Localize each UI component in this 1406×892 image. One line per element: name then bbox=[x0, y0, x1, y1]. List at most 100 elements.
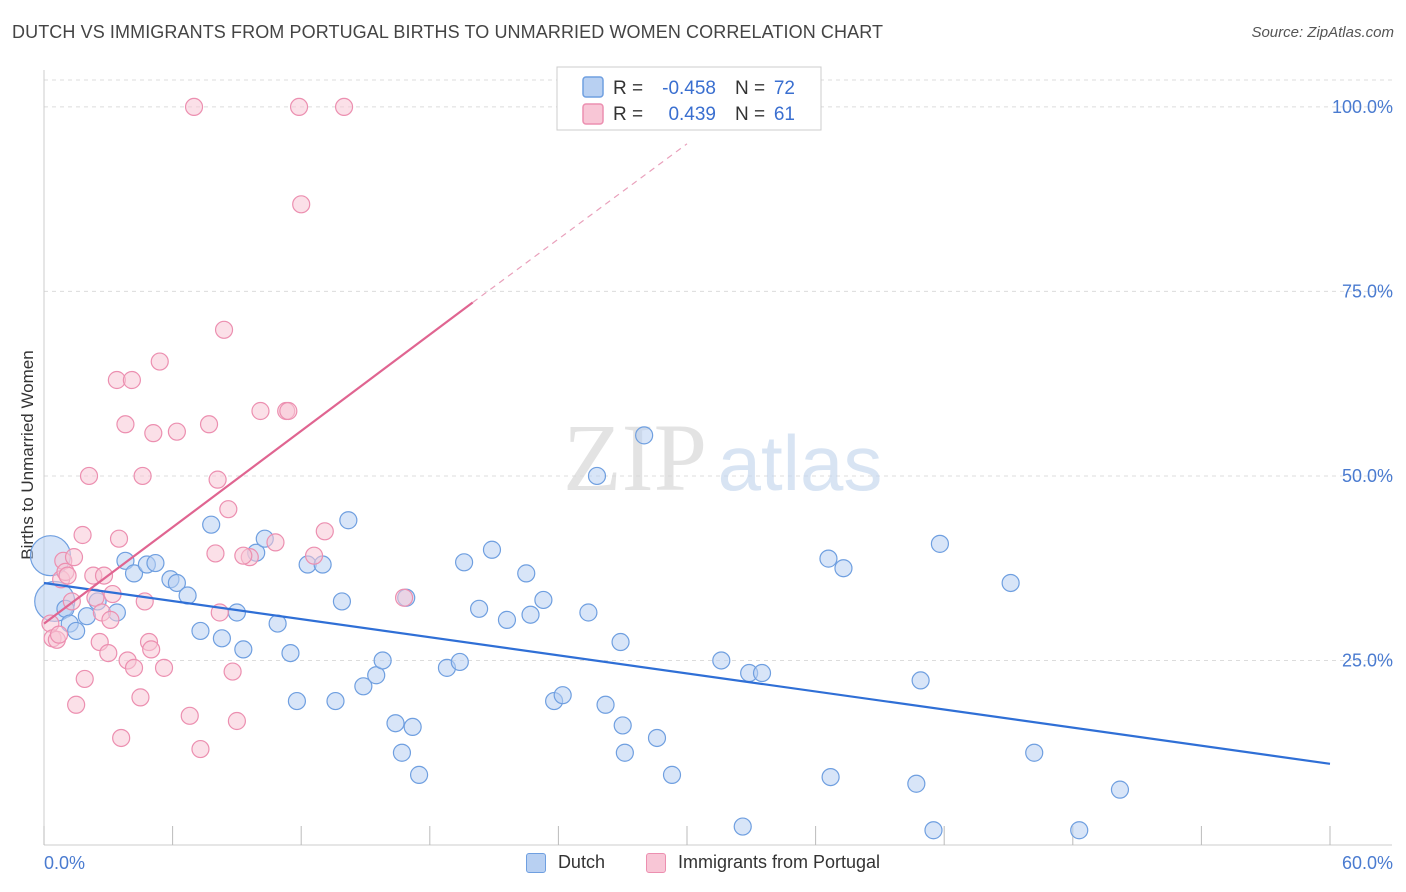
dutch-point bbox=[386, 714, 405, 733]
legend: R = -0.458 N = 72 R = 0.439 N = 61 bbox=[556, 66, 822, 131]
portugal-point bbox=[289, 97, 309, 117]
watermark-atlas: atlas bbox=[718, 419, 883, 507]
legend-r-label-dutch: R = bbox=[613, 78, 643, 99]
chart-source: Source: ZipAtlas.com bbox=[1251, 24, 1394, 41]
portugal-point bbox=[394, 588, 414, 607]
bottom-legend-dutch: Dutch bbox=[525, 852, 605, 873]
legend-n-value-portugal: 61 bbox=[774, 104, 795, 125]
legend-r-label-portugal: R = bbox=[613, 104, 643, 125]
dutch-point bbox=[819, 549, 838, 568]
portugal-point bbox=[73, 525, 92, 545]
gridlines bbox=[44, 79, 1392, 661]
dutch-point bbox=[534, 590, 553, 610]
dutch-point bbox=[77, 607, 96, 626]
portugal-point bbox=[214, 320, 234, 339]
dutch-point bbox=[373, 651, 392, 670]
dutch-point bbox=[339, 511, 358, 530]
portugal-point bbox=[180, 706, 199, 725]
data-points bbox=[29, 97, 1130, 840]
dutch-point bbox=[553, 686, 572, 705]
portugal-point bbox=[206, 544, 225, 563]
chart-title: DUTCH VS IMMIGRANTS FROM PORTUGAL BIRTHS… bbox=[12, 22, 884, 42]
portugal-trend-line bbox=[43, 301, 474, 625]
dutch-point bbox=[403, 717, 422, 737]
dutch-point bbox=[146, 553, 165, 573]
x-tick-label: 60.0% bbox=[1342, 853, 1393, 873]
portugal-point bbox=[334, 97, 354, 117]
dutch-point bbox=[124, 564, 144, 583]
legend-n-value-dutch: 72 bbox=[774, 78, 795, 99]
dutch-point bbox=[326, 691, 345, 711]
dutch-point bbox=[1070, 821, 1089, 840]
dutch-point bbox=[662, 765, 682, 784]
dutch-point bbox=[450, 652, 469, 672]
dutch-point bbox=[202, 515, 221, 534]
dutch-point bbox=[834, 559, 853, 578]
dutch-point bbox=[615, 743, 634, 762]
dutch-point bbox=[1110, 780, 1130, 799]
dutch-point bbox=[354, 677, 373, 696]
dutch-point bbox=[712, 651, 731, 670]
portugal-point bbox=[219, 500, 238, 519]
portugal-point bbox=[167, 422, 186, 441]
portugal-point bbox=[150, 352, 169, 371]
dutch-point bbox=[517, 564, 536, 583]
portugal-point bbox=[112, 728, 131, 748]
dutch-point bbox=[1001, 573, 1020, 593]
watermark: ZIP atlas bbox=[563, 404, 882, 511]
portugal-point bbox=[131, 688, 150, 707]
bottom-legend-label-dutch: Dutch bbox=[557, 852, 605, 872]
dutch-point bbox=[733, 817, 752, 836]
portugal-point bbox=[64, 548, 84, 567]
portugal-point bbox=[124, 658, 144, 677]
y-tick-label: 50.0% bbox=[1342, 466, 1393, 486]
dutch-point bbox=[167, 573, 186, 593]
dutch-point bbox=[907, 774, 926, 793]
portugal-point bbox=[94, 566, 114, 585]
bottom-legend-swatch-dutch bbox=[525, 852, 546, 873]
legend-r-value-portugal: 0.439 bbox=[668, 104, 716, 125]
dutch-point bbox=[281, 643, 300, 663]
dutch-point bbox=[454, 553, 474, 572]
portugal-point bbox=[58, 566, 77, 585]
dutch-point bbox=[392, 743, 412, 762]
tick-labels: 25.0% 50.0% 75.0% 100.0% 0.0% 60.0% bbox=[44, 97, 1393, 873]
dutch-point bbox=[332, 592, 352, 611]
dutch-point bbox=[752, 663, 772, 683]
portugal-point bbox=[266, 533, 285, 552]
dutch-point bbox=[1025, 743, 1044, 762]
axes bbox=[43, 70, 1392, 846]
legend-n-label-portugal: N = bbox=[735, 104, 765, 125]
portugal-trend-extension bbox=[472, 143, 688, 303]
portugal-point bbox=[292, 195, 311, 214]
portugal-point bbox=[49, 625, 69, 644]
dutch-trend-line bbox=[43, 581, 1331, 765]
dutch-point bbox=[482, 540, 502, 559]
watermark-zip: ZIP bbox=[563, 404, 707, 511]
portugal-point bbox=[304, 546, 324, 565]
trend-lines bbox=[43, 143, 1331, 765]
portugal-point bbox=[142, 640, 161, 659]
portugal-point bbox=[99, 643, 118, 663]
x-tick-label: 0.0% bbox=[44, 853, 85, 873]
portugal-point bbox=[191, 739, 210, 759]
bottom-legend-swatch-portugal bbox=[645, 852, 666, 873]
portugal-point bbox=[133, 466, 152, 486]
portugal-point bbox=[234, 546, 253, 565]
portugal-point bbox=[227, 711, 246, 731]
portugal-point bbox=[199, 415, 219, 434]
portugal-point bbox=[79, 466, 99, 486]
dutch-point bbox=[579, 603, 598, 622]
portugal-point bbox=[122, 370, 141, 390]
dutch-point bbox=[647, 728, 667, 748]
dutch-point bbox=[596, 695, 615, 714]
y-tick-label: 100.0% bbox=[1332, 97, 1393, 117]
dutch-point bbox=[227, 603, 246, 622]
dutch-point bbox=[67, 621, 86, 641]
portugal-point bbox=[67, 695, 86, 714]
dutch-point bbox=[611, 632, 630, 652]
portugal-point bbox=[154, 658, 174, 677]
legend-r-value-dutch: -0.458 bbox=[662, 78, 716, 99]
legend-swatch-dutch bbox=[582, 76, 604, 98]
